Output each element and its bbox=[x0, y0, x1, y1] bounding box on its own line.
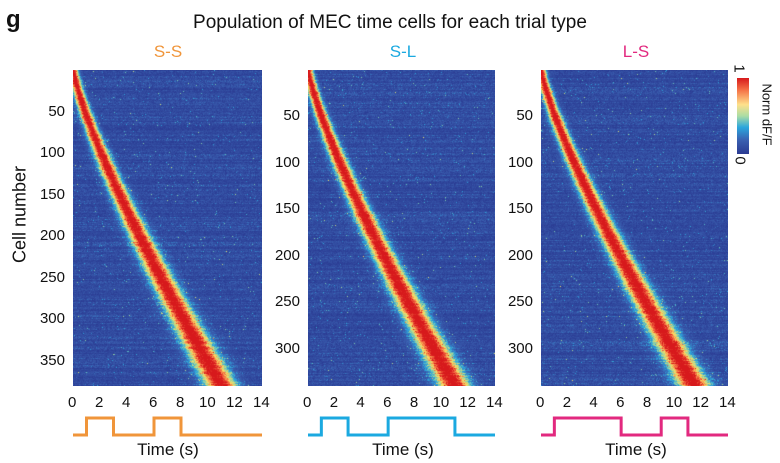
x-tick-label: 2 bbox=[329, 394, 339, 411]
colorbar-gradient bbox=[737, 78, 749, 154]
stimulus-line bbox=[308, 416, 495, 437]
x-tick-label: 12 bbox=[459, 394, 476, 411]
y-tick-label: 300 bbox=[507, 339, 533, 357]
x-tick-label: 4 bbox=[122, 394, 131, 411]
x-tick-label: 14 bbox=[253, 394, 270, 411]
x-tick-label: 8 bbox=[642, 394, 652, 411]
figure-title: Population of MEC time cells for each tr… bbox=[193, 12, 587, 33]
y-tick-label: 250 bbox=[39, 268, 65, 286]
y-tick-label: 50 bbox=[283, 107, 300, 125]
x-tick-label: 6 bbox=[616, 394, 625, 411]
y-tick-label: 100 bbox=[39, 144, 65, 162]
stimulus-line bbox=[73, 416, 262, 437]
x-tick-label: 10 bbox=[665, 394, 683, 411]
heatmap-s-s bbox=[73, 70, 262, 386]
x-tick-label: 6 bbox=[149, 394, 158, 411]
y-tick-label: 150 bbox=[274, 200, 300, 218]
x-axis-label: Time (s) bbox=[605, 440, 667, 459]
panel-letter: g bbox=[6, 6, 21, 33]
x-tick-label: 10 bbox=[432, 394, 450, 411]
heatmap-s-l bbox=[308, 70, 495, 386]
x-tick-label: 0 bbox=[303, 394, 312, 411]
x-tick-label: 10 bbox=[199, 394, 216, 411]
x-tick-label: 2 bbox=[562, 394, 572, 411]
x-tick-label: 2 bbox=[95, 394, 104, 411]
stimulus-line bbox=[541, 416, 728, 437]
x-axis-label: Time (s) bbox=[137, 440, 199, 459]
x-tick-label: 12 bbox=[226, 394, 243, 411]
y-tick-label: 350 bbox=[39, 352, 65, 370]
y-tick-label: 250 bbox=[507, 293, 533, 311]
y-tick-label: 200 bbox=[274, 246, 300, 264]
panel-title: L-S bbox=[622, 42, 650, 61]
x-tick-label: 8 bbox=[176, 394, 185, 411]
x-tick-label: 12 bbox=[692, 394, 709, 411]
y-tick-label: 250 bbox=[274, 293, 300, 311]
y-tick-label: 200 bbox=[507, 246, 533, 264]
y-tick-label: 300 bbox=[274, 339, 300, 357]
y-tick-label: 150 bbox=[39, 185, 65, 203]
y-tick-label: 100 bbox=[274, 153, 300, 171]
x-tick-label: 0 bbox=[68, 394, 77, 411]
x-tick-label: 14 bbox=[719, 394, 736, 411]
x-tick-label: 6 bbox=[383, 394, 392, 411]
y-tick-label: 200 bbox=[39, 227, 65, 245]
x-axis-label: Time (s) bbox=[372, 440, 434, 459]
y-tick-label: 300 bbox=[39, 310, 65, 328]
x-tick-label: 8 bbox=[409, 394, 419, 411]
x-tick-label: 14 bbox=[486, 394, 503, 411]
y-tick-label: 50 bbox=[516, 107, 533, 125]
x-tick-label: 0 bbox=[536, 394, 545, 411]
heatmap-l-s bbox=[541, 70, 728, 386]
y-tick-label: 100 bbox=[507, 153, 533, 171]
panel-title: S-L bbox=[389, 42, 417, 61]
y-tick-label: 150 bbox=[507, 200, 533, 218]
panel-title: S-S bbox=[153, 42, 183, 61]
x-tick-label: 4 bbox=[356, 394, 365, 411]
y-tick-label: 50 bbox=[48, 102, 65, 120]
x-tick-label: 4 bbox=[589, 394, 598, 411]
